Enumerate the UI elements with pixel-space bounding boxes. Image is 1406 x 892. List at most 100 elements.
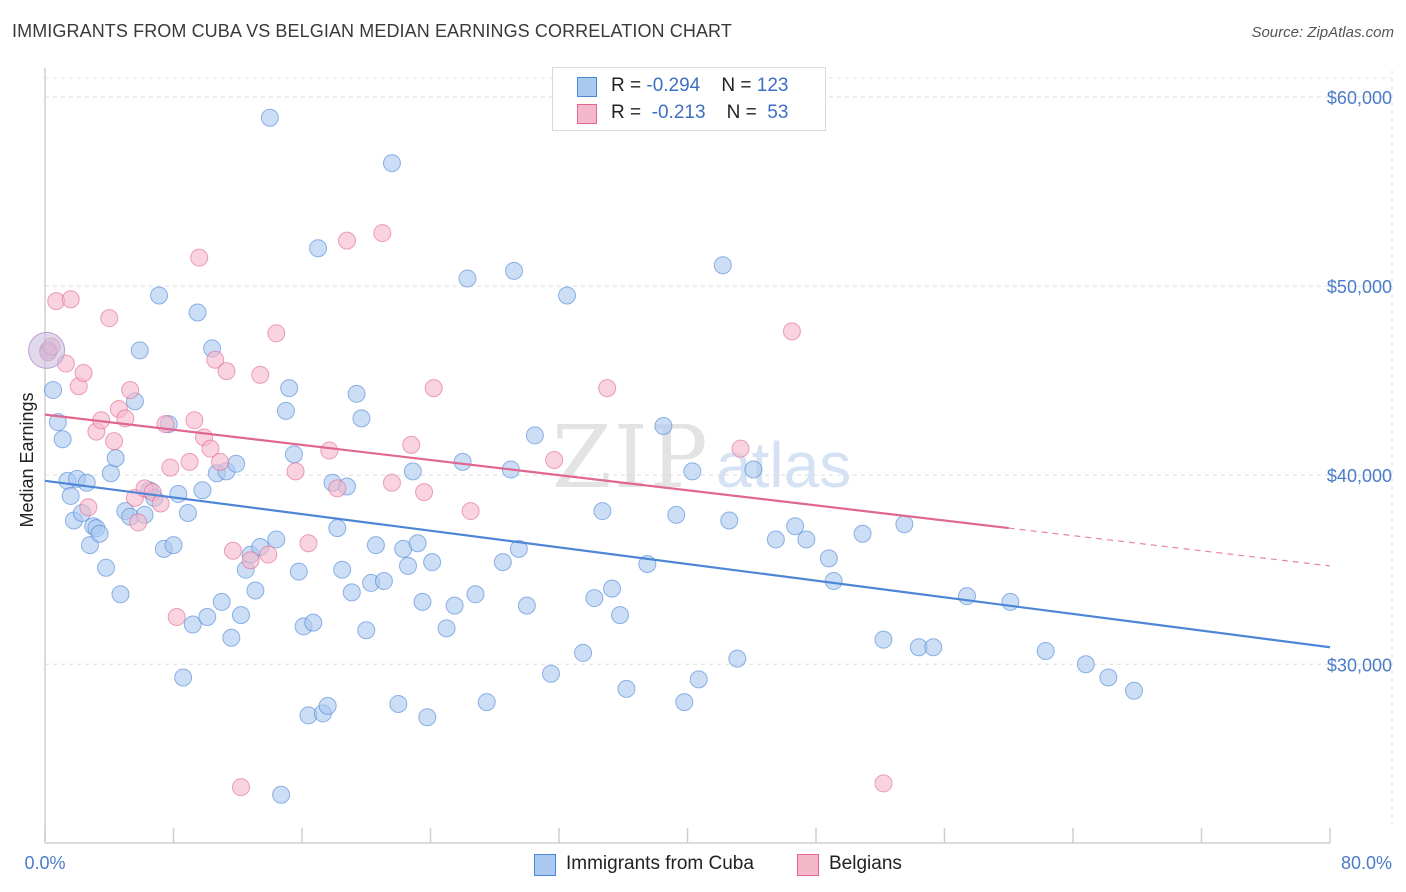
data-point bbox=[174, 668, 193, 687]
data-point bbox=[150, 286, 169, 305]
data-point bbox=[328, 479, 347, 498]
data-point bbox=[337, 231, 356, 250]
data-point bbox=[585, 589, 604, 608]
legend-swatch-cuba bbox=[534, 854, 556, 876]
data-point bbox=[201, 439, 220, 458]
legend-r-value: -0.294 bbox=[646, 75, 701, 96]
data-point bbox=[786, 517, 805, 536]
data-point bbox=[924, 638, 943, 657]
data-point bbox=[178, 503, 197, 522]
data-point bbox=[389, 694, 408, 713]
data-point bbox=[169, 485, 188, 504]
data-point bbox=[217, 362, 236, 381]
data-point bbox=[241, 551, 260, 570]
data-point bbox=[895, 515, 914, 534]
data-point bbox=[180, 452, 199, 471]
data-point bbox=[424, 379, 443, 398]
data-point bbox=[782, 322, 801, 341]
data-point bbox=[545, 451, 564, 470]
legend-swatch-belgians bbox=[577, 104, 597, 124]
data-point bbox=[161, 458, 180, 477]
data-point bbox=[423, 553, 442, 572]
x-tick-label: 80.0% bbox=[1341, 853, 1392, 873]
data-point bbox=[231, 606, 250, 625]
data-point bbox=[227, 454, 246, 473]
data-point bbox=[574, 643, 593, 662]
data-point bbox=[675, 693, 694, 712]
data-point bbox=[558, 286, 577, 305]
data-point bbox=[299, 534, 318, 553]
axes bbox=[44, 68, 1331, 844]
data-point bbox=[280, 379, 299, 398]
data-point bbox=[1099, 668, 1118, 687]
data-point bbox=[105, 432, 124, 451]
data-point bbox=[1076, 655, 1095, 674]
data-point bbox=[1036, 642, 1055, 661]
legend-swatch-cuba bbox=[577, 77, 597, 97]
data-point bbox=[106, 449, 125, 468]
data-point bbox=[183, 615, 202, 634]
data-point bbox=[437, 619, 456, 638]
watermark-zip: ZIP bbox=[552, 408, 710, 508]
data-point bbox=[276, 401, 295, 420]
data-point bbox=[61, 486, 80, 505]
gridlines bbox=[45, 70, 1393, 825]
data-point bbox=[683, 462, 702, 481]
data-point bbox=[477, 693, 496, 712]
legend-label-belgians: Belgians bbox=[829, 853, 902, 874]
data-point bbox=[525, 426, 544, 445]
x-tick-label: 0.0% bbox=[24, 853, 65, 873]
data-point bbox=[342, 583, 361, 602]
data-point bbox=[79, 498, 98, 517]
data-point bbox=[223, 541, 242, 560]
data-point bbox=[731, 439, 750, 458]
data-point bbox=[1001, 592, 1020, 611]
data-point bbox=[493, 553, 512, 572]
data-point bbox=[212, 592, 231, 611]
legend-r-label: R = bbox=[611, 102, 647, 123]
data-point bbox=[164, 536, 183, 555]
series-immigrants-from-cuba bbox=[39, 108, 1144, 804]
data-point bbox=[654, 416, 673, 435]
data-point bbox=[720, 511, 739, 530]
data-point bbox=[251, 365, 270, 384]
source-note[interactable]: Source: ZipAtlas.com bbox=[1251, 24, 1394, 41]
data-point bbox=[328, 519, 347, 538]
data-point bbox=[603, 579, 622, 598]
data-point bbox=[284, 445, 303, 464]
data-point bbox=[318, 696, 337, 715]
data-point bbox=[382, 473, 401, 492]
legend-r-label: R = bbox=[611, 75, 647, 96]
data-point bbox=[74, 364, 93, 383]
y-tick-label: $30,000 bbox=[1327, 655, 1392, 675]
series-belgians bbox=[28, 224, 893, 797]
data-point bbox=[129, 513, 148, 532]
data-point bbox=[260, 108, 279, 127]
data-point bbox=[333, 560, 352, 579]
data-point bbox=[198, 607, 217, 626]
data-point bbox=[403, 462, 422, 481]
data-point bbox=[101, 464, 120, 483]
data-point bbox=[373, 224, 392, 243]
data-point bbox=[309, 239, 328, 258]
data-point bbox=[77, 473, 96, 492]
chart-title: IMMIGRANTS FROM CUBA VS BELGIAN MEDIAN E… bbox=[12, 21, 732, 41]
data-point bbox=[445, 596, 464, 615]
data-point bbox=[402, 435, 421, 454]
data-point bbox=[267, 530, 286, 549]
data-point bbox=[267, 324, 286, 343]
data-point bbox=[689, 670, 708, 689]
data-point bbox=[357, 621, 376, 640]
data-point bbox=[374, 572, 393, 591]
data-point bbox=[185, 411, 204, 430]
data-point bbox=[352, 409, 371, 428]
data-point bbox=[541, 664, 560, 683]
data-point bbox=[259, 545, 278, 564]
data-point bbox=[824, 572, 843, 591]
data-point bbox=[415, 483, 434, 502]
trend-line bbox=[44, 413, 1009, 530]
trend-line bbox=[44, 479, 1331, 649]
data-point bbox=[509, 539, 528, 558]
data-point bbox=[111, 585, 130, 604]
